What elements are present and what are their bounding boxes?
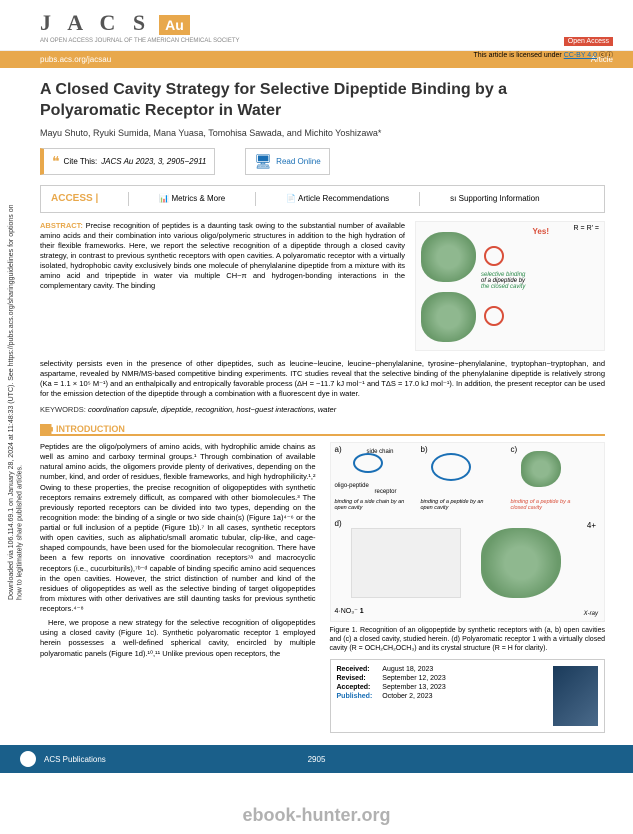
charge-label: 4+ (587, 521, 596, 530)
publications-label: ACS Publications (44, 755, 106, 764)
abstract-continued: selectivity persists even in the presenc… (40, 359, 605, 400)
cite-this-box[interactable]: ❝ Cite This: JACS Au 2023, 3, 2905−2911 (40, 148, 215, 175)
pub-url[interactable]: pubs.acs.org/jacsau (40, 55, 111, 64)
jacs-letters: J A C S (40, 10, 151, 36)
recommendations-link[interactable]: 📄 Article Recommendations (286, 194, 389, 203)
page-number: 2905 (308, 755, 326, 764)
abstract-figure: Yes! R = R' = selective binding of a dip… (415, 221, 605, 351)
license-link[interactable]: CC-BY 4.0 (564, 52, 597, 59)
read-icon: 🖥 (254, 153, 272, 170)
yes-label: Yes! (533, 227, 549, 236)
watermark: ebook-hunter.org (243, 805, 391, 826)
article-title: A Closed Cavity Strategy for Selective D… (40, 80, 605, 122)
intro-body: Peptides are the oligo/polymers of amino… (40, 442, 316, 614)
issue-thumbnail (553, 666, 598, 726)
intro-header: ■ INTRODUCTION (40, 424, 605, 436)
cite-ref: JACS Au 2023, 3, 2905−2911 (101, 157, 206, 166)
oa-badge: Open Access (564, 37, 613, 46)
r-def: R = R' = (574, 225, 599, 232)
figure-1: a) b) c) side chain oligo-peptide recept… (330, 442, 606, 653)
header: J A C S Au AN OPEN ACCESS JOURNAL OF THE… (0, 0, 633, 51)
fig1-caption: Figure 1. Recognition of an oligopeptide… (330, 626, 606, 653)
authors: Mayu Shuto, Ryuki Sumida, Mana Yuasa, To… (40, 128, 605, 138)
fig1-d-label: d) (335, 519, 342, 528)
acs-logo-icon (20, 751, 36, 767)
metrics-link[interactable]: 📊 Metrics & More (159, 194, 225, 203)
received-box: Received: Revised: Accepted: Published: … (330, 659, 606, 733)
cap-b: binding of a peptide by an open cavity (421, 499, 491, 511)
supporting-link[interactable]: sı Supporting Information (450, 194, 539, 203)
read-online-button[interactable]: 🖥 Read Online (245, 148, 329, 175)
fig1-c-label: c) (511, 445, 518, 454)
no3-label: 4·NO₃⁻ 1 (335, 607, 364, 615)
quote-icon: ❝ (52, 153, 60, 170)
oligo-label: oligo-peptide (335, 483, 369, 489)
keywords: KEYWORDS: coordination capsule, dipeptid… (40, 405, 605, 414)
read-online-label: Read Online (276, 157, 320, 166)
au-badge: Au (159, 15, 190, 35)
intro-body-2: Here, we propose a new strategy for the … (40, 618, 316, 659)
cap-a: binding of a side chain by an open cavit… (335, 499, 405, 511)
cap-c: binding of a peptide by a closed cavity (511, 499, 581, 511)
abstract-text: ABSTRACT: Precise recognition of peptide… (40, 221, 405, 351)
access-label[interactable]: ACCESS | (51, 193, 98, 204)
xray-label: X-ray (584, 611, 598, 617)
cite-label: Cite This: (64, 157, 98, 166)
fig1-b-label: b) (421, 445, 428, 454)
receptor-label: receptor (375, 489, 397, 495)
license-text: This article is licensed under CC-BY 4.0… (473, 50, 613, 60)
selective-text: selective binding of a dipeptide by the … (481, 272, 525, 290)
open-access-area: Open Access This article is licensed und… (473, 30, 613, 60)
footer: ACS Publications 2905 (0, 745, 633, 773)
access-bar: ACCESS | 📊 Metrics & More 📄 Article Reco… (40, 185, 605, 213)
fig1-a-label: a) (335, 445, 342, 454)
download-sidebar: Downloaded via 106.114.69.1 on January 2… (8, 200, 25, 600)
